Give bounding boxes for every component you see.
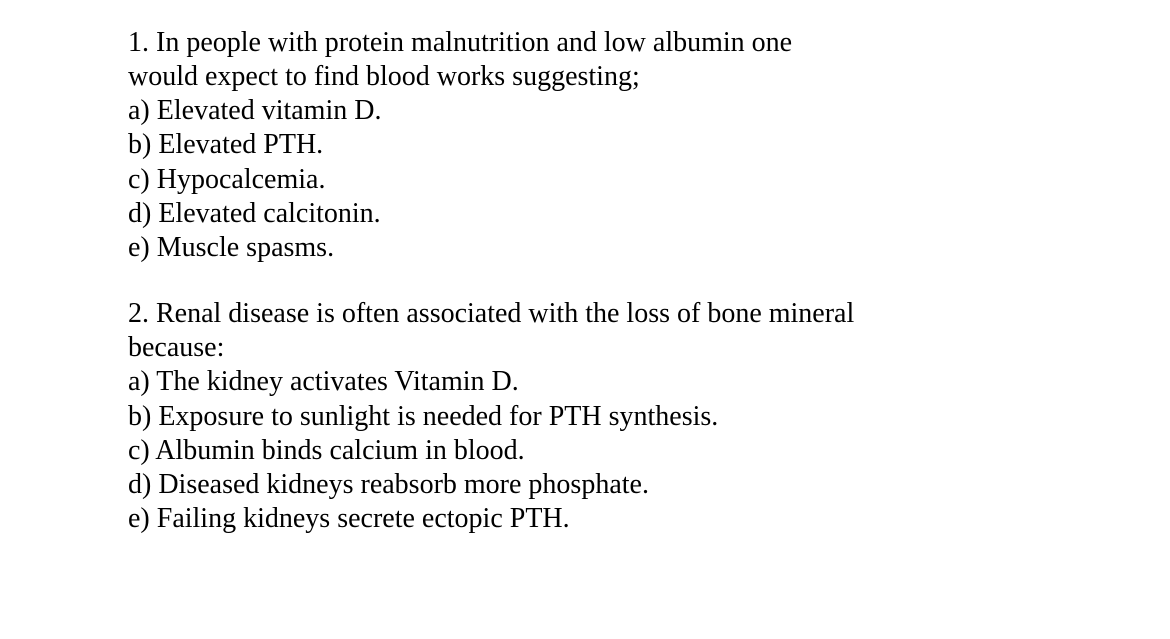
question-1-option-c: c) Hypocalcemia. [128,163,1110,197]
question-2-option-b: b) Exposure to sunlight is needed for PT… [128,400,1110,434]
question-1-option-d: d) Elevated calcitonin. [128,197,1110,231]
question-2-option-c: c) Albumin binds calcium in blood. [128,434,1110,468]
document-page: 1. In people with protein malnutrition a… [0,0,1170,536]
question-1-stem-line-2: would expect to find blood works suggest… [128,60,1110,94]
question-1: 1. In people with protein malnutrition a… [128,26,1110,265]
question-1-option-e: e) Muscle spasms. [128,231,1110,265]
question-2-option-a: a) The kidney activates Vitamin D. [128,365,1110,399]
question-2-stem-line-1: 2. Renal disease is often associated wit… [128,297,1110,331]
question-1-option-a: a) Elevated vitamin D. [128,94,1110,128]
question-2: 2. Renal disease is often associated wit… [128,297,1110,536]
question-2-stem-line-2: because: [128,331,1110,365]
question-2-option-e: e) Failing kidneys secrete ectopic PTH. [128,502,1110,536]
question-1-stem-line-1: 1. In people with protein malnutrition a… [128,26,1110,60]
question-1-option-b: b) Elevated PTH. [128,128,1110,162]
question-2-option-d: d) Diseased kidneys reabsorb more phosph… [128,468,1110,502]
